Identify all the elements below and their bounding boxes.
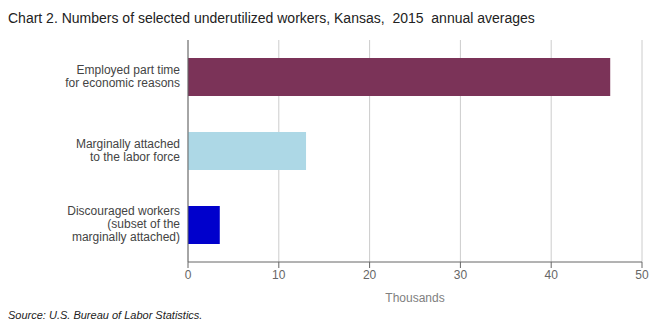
svg-text:Marginally attachedto the labo: Marginally attachedto the labor force [76, 137, 180, 164]
svg-text:30: 30 [454, 268, 468, 282]
svg-text:10: 10 [272, 268, 286, 282]
svg-text:50: 50 [635, 268, 649, 282]
svg-text:Employed part timefor economic: Employed part timefor economic reasons [65, 63, 180, 90]
html-text:Chart 2. Numbers of selected u: Chart 2. Numbers of selected underutiliz… [8, 10, 535, 26]
html-text:Source: U.S. Bureau of Labor S: Source: U.S. Bureau of Labor Statistics. [8, 309, 203, 321]
svg-text:Thousands: Thousands [385, 291, 444, 305]
svg-text:40: 40 [545, 268, 559, 282]
svg-text:Discouraged workers(subset of: Discouraged workers(subset of themargina… [67, 204, 180, 244]
svg-text:20: 20 [363, 268, 377, 282]
svg-text:0: 0 [185, 268, 192, 282]
